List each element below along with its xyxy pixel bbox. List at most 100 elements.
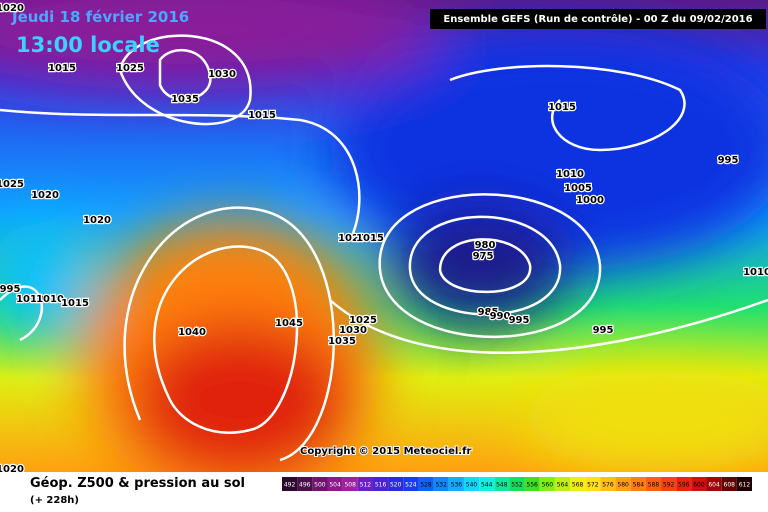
scale-label: 544: [481, 482, 493, 489]
scale-label: 568: [572, 482, 584, 489]
scale-label: 516: [375, 482, 387, 489]
isobar-label: 1015: [356, 233, 384, 244]
run-info: Ensemble GEFS (Run de contrôle) - 00 Z d…: [443, 13, 752, 25]
color-scale: 492 496 500 504 508 512 516 520 524 528 532 536 540 5…: [282, 477, 752, 491]
isobar-label: 1025: [0, 179, 24, 190]
scale-label: 496: [299, 482, 311, 489]
isobar-label: 1015: [248, 110, 276, 121]
scale-cell: [600, 477, 616, 491]
scale-cell: [433, 477, 449, 491]
isobar-label: 1040: [178, 327, 206, 338]
isobar-label: 995: [718, 155, 739, 166]
scale-label: 520: [390, 482, 402, 489]
scale-label: 540: [466, 482, 478, 489]
isobar-label: 995: [509, 315, 530, 326]
legend-title: Géop. Z500 & pression au sol: [30, 476, 245, 491]
isobar-label: 1005: [564, 183, 592, 194]
scale-cell: [706, 477, 722, 491]
isobar-label: 1020: [338, 233, 366, 244]
isobar-label: 1010: [743, 267, 768, 278]
scale-cell: [539, 477, 555, 491]
isobar-label: 1030: [208, 69, 236, 80]
scale-label: 508: [344, 482, 356, 489]
scale-cell: [448, 477, 464, 491]
isobars: [0, 34, 768, 462]
isobar-label: 990: [490, 311, 511, 322]
scale-cell: [463, 477, 480, 491]
scale-label: 524: [405, 482, 417, 489]
scale-label: 556: [526, 482, 538, 489]
scale-label: 532: [435, 482, 447, 489]
scale-label: 580: [617, 482, 629, 489]
scale-cell: [342, 477, 358, 491]
scale-cell: [691, 477, 707, 491]
scale-cell: [630, 477, 646, 491]
scale-label: 592: [663, 482, 675, 489]
isobar-label: 995: [0, 284, 20, 295]
isobar-label: 985: [478, 307, 499, 318]
scale-cell: [372, 477, 389, 491]
copyright: Copyright © 2015 Meteociel.fr: [300, 446, 471, 457]
isobar-label: 1035: [171, 94, 199, 105]
scale-cell: [676, 477, 692, 491]
scale-cell: [494, 477, 510, 491]
scale-label: 576: [602, 482, 614, 489]
scale-cell: [403, 477, 419, 491]
scale-cell: [357, 477, 373, 491]
scale-label: 560: [542, 482, 554, 489]
scale-label: 548: [496, 482, 508, 489]
isobar-label: 1015: [61, 298, 89, 309]
scale-cell: [570, 477, 586, 491]
isobar-label: 1025: [349, 315, 377, 326]
isobar-label: 1035: [328, 336, 356, 347]
scale-label: 552: [511, 482, 523, 489]
lead-time: (+ 228h): [30, 495, 79, 506]
scale-label: 604: [708, 482, 720, 489]
isobar-label: 1010: [16, 294, 44, 305]
scale-cell: [645, 477, 662, 491]
scale-label: 564: [557, 482, 569, 489]
scale-cell: [736, 477, 752, 491]
scale-cell: [479, 477, 495, 491]
isobar-label: 1025: [116, 63, 144, 74]
forecast-time: 13:00 locale: [16, 33, 160, 57]
scale-cell: [585, 477, 601, 491]
scale-label: 600: [693, 482, 705, 489]
isobar-label: 1020: [83, 215, 111, 226]
scale-cell: [327, 477, 343, 491]
scale-cell: [661, 477, 677, 491]
isobar-label: 975: [473, 251, 494, 262]
isobar-label: 1030: [339, 325, 367, 336]
scale-label: 492: [284, 482, 296, 489]
scale-label: 608: [724, 482, 736, 489]
scale-label: 536: [451, 482, 463, 489]
isobar-label: 1010: [556, 169, 584, 180]
scale-cell: [524, 477, 540, 491]
scale-label: 584: [633, 482, 645, 489]
scale-label: 612: [739, 482, 751, 489]
scale-label: 528: [420, 482, 432, 489]
isobar-labels: 1020101510251030103510151015995101010051…: [0, 2, 768, 477]
isobar-label: 1020: [0, 3, 24, 14]
scale-cell: [509, 477, 525, 491]
isobar-label: 995: [593, 325, 614, 336]
scale-label: 596: [678, 482, 690, 489]
scale-label: 588: [648, 482, 660, 489]
isobar-label: 1000: [576, 195, 604, 206]
scale-cell: [297, 477, 313, 491]
scale-cell: [615, 477, 631, 491]
field-shading: [0, 0, 768, 500]
scale-cell: [282, 477, 298, 491]
isobar-label: 1015: [48, 63, 76, 74]
run-banner: [430, 9, 766, 29]
scale-cell: [418, 477, 434, 491]
isobar-label: 1020: [31, 190, 59, 201]
scale-cell: [721, 477, 737, 491]
scale-cell: [312, 477, 328, 491]
isobar-label: 980: [475, 240, 496, 251]
isobar-label: 1010: [36, 294, 64, 305]
scale-label: 504: [329, 482, 341, 489]
scale-label: 572: [587, 482, 599, 489]
isobar-label: 1045: [275, 318, 303, 329]
